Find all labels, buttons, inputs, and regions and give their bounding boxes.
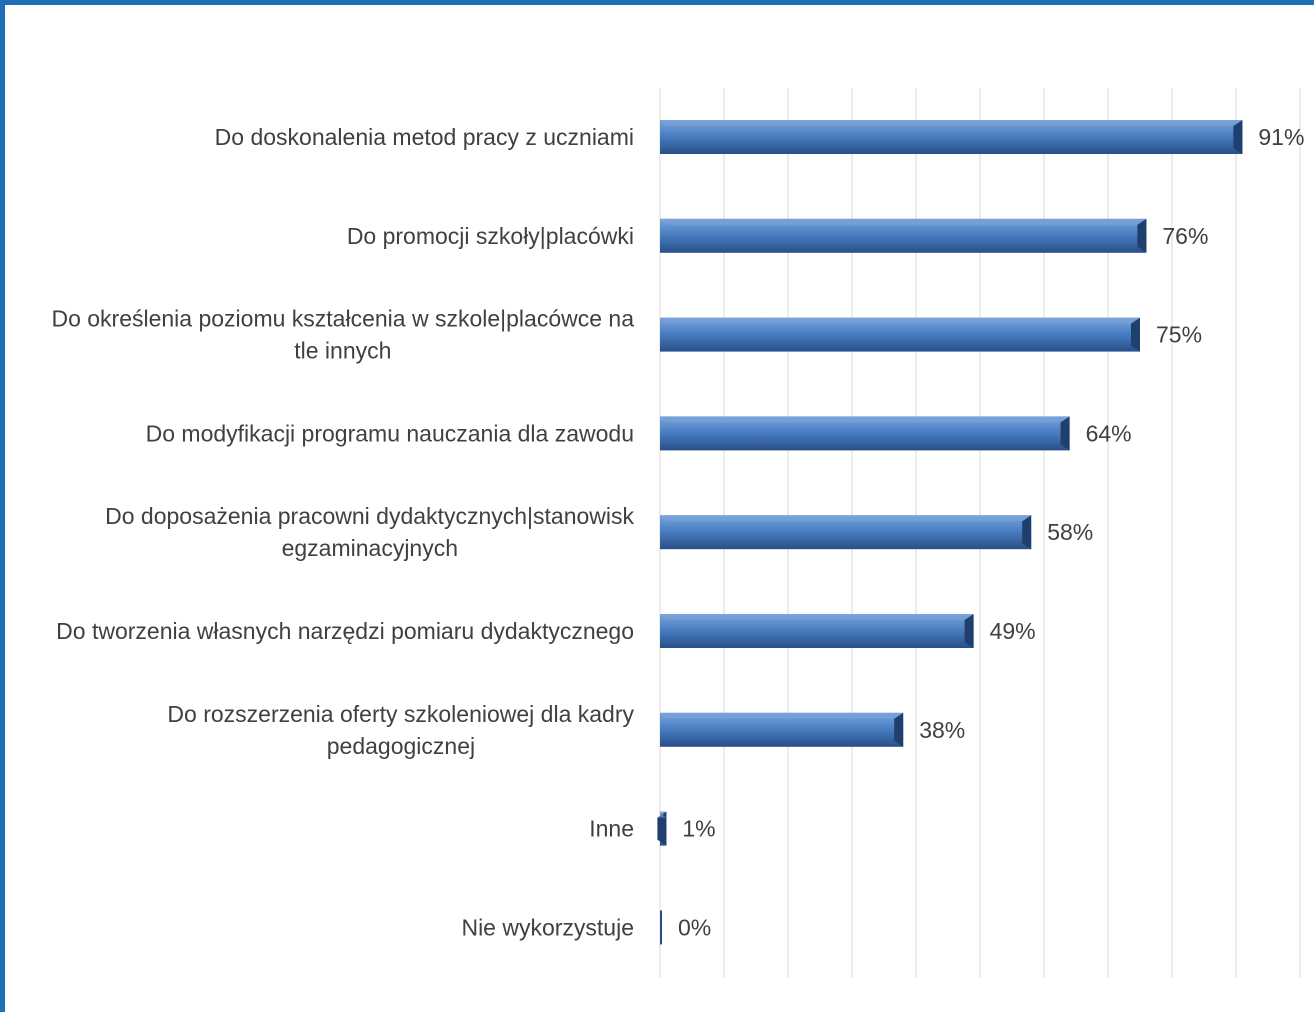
data-label: 1% xyxy=(682,816,715,842)
category-label: Do modyfikacji programu nauczania dla za… xyxy=(146,420,634,446)
bar xyxy=(660,910,662,945)
bar-end-bevel xyxy=(1022,515,1032,550)
data-label: 76% xyxy=(1162,223,1208,249)
bar xyxy=(660,614,974,648)
bar xyxy=(660,712,904,747)
category-label: Do promocji szkoły|placówki xyxy=(347,223,634,249)
bar xyxy=(660,218,1147,253)
bar xyxy=(660,317,1140,352)
bar-top-bevel xyxy=(660,515,1032,522)
category-label: Do tworzenia własnych narzędzi pomiaru d… xyxy=(56,618,634,644)
data-label: 49% xyxy=(990,618,1036,644)
bar-end-bevel xyxy=(894,712,904,747)
category-label: pedagogicznej xyxy=(327,733,475,759)
data-label: 58% xyxy=(1047,519,1093,545)
bar-end-bevel xyxy=(1233,120,1243,154)
category-label: Do rozszerzenia oferty szkoleniowej dla … xyxy=(167,701,634,727)
bar xyxy=(660,515,1032,550)
bar-top-bevel xyxy=(660,317,1140,324)
category-label: Do doposażenia pracowni dydaktycznych|st… xyxy=(105,503,634,529)
bar-top-bevel xyxy=(660,712,904,719)
bar-end-bevel xyxy=(1137,218,1147,253)
category-label: Nie wykorzystuje xyxy=(461,914,634,940)
bar-end-bevel xyxy=(964,614,974,648)
bar xyxy=(660,120,1243,154)
bar-end-bevel xyxy=(657,811,667,846)
category-label: Inne xyxy=(589,816,634,842)
data-label: 64% xyxy=(1086,420,1132,446)
data-label: 75% xyxy=(1156,322,1202,348)
category-labels: Do doskonalenia metod pracy z uczniami Do… xyxy=(51,124,634,940)
data-label: 0% xyxy=(678,914,711,940)
category-label: tle innych xyxy=(294,338,391,364)
bar-top-bevel xyxy=(657,811,667,818)
bar xyxy=(660,416,1070,451)
bars xyxy=(657,120,1243,945)
category-label: Do określenia poziomu kształcenia w szko… xyxy=(51,306,634,332)
category-label: Do doskonalenia metod pracy z uczniami xyxy=(215,124,634,150)
bar xyxy=(657,811,667,846)
bar-end-bevel xyxy=(1060,416,1070,451)
bar-top-bevel xyxy=(660,416,1070,423)
bar-top-bevel xyxy=(660,614,974,620)
category-label: egzaminacyjnych xyxy=(282,535,458,561)
bar-top-bevel xyxy=(660,218,1147,225)
value-labels: 91% 76% 75% 64% 58% 49% 38% 1% 0% xyxy=(678,124,1304,940)
data-label: 38% xyxy=(919,717,965,743)
bar-top-bevel xyxy=(660,120,1243,126)
data-label: 91% xyxy=(1258,124,1304,150)
bar-body xyxy=(660,910,662,945)
bar-end-bevel xyxy=(1131,317,1140,352)
